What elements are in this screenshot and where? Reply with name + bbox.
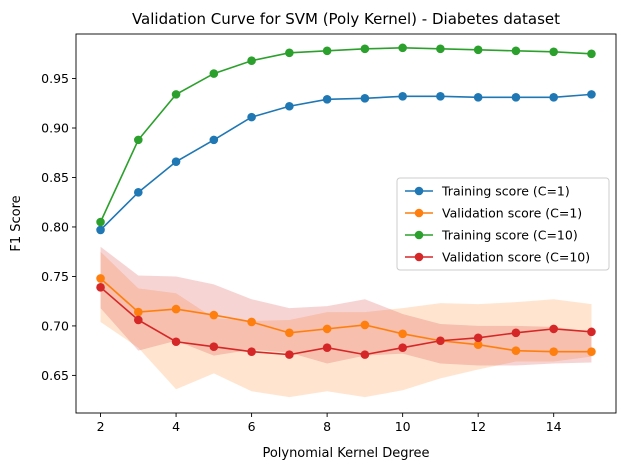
legend-label-2: Training score (C=10) bbox=[441, 228, 578, 243]
point-series-1-8 bbox=[398, 329, 407, 339]
band-series-1 bbox=[100, 251, 592, 398]
point-series-0-6 bbox=[322, 95, 332, 104]
point-series-1-2 bbox=[171, 304, 181, 314]
point-series-1-11 bbox=[511, 346, 521, 355]
legend: Training score (C=1) Validation score (C=… bbox=[396, 177, 610, 271]
chart-title: Validation Curve for SVM (Poly Kernel) -… bbox=[132, 10, 560, 28]
point-series-3-13 bbox=[587, 327, 596, 337]
series-lines bbox=[99, 47, 592, 356]
point-series-1-6 bbox=[322, 324, 332, 334]
point-series-3-7 bbox=[360, 350, 370, 359]
legend-marker-3 bbox=[414, 252, 424, 262]
point-series-2-6 bbox=[322, 46, 332, 56]
point-series-2-13 bbox=[587, 49, 596, 59]
point-series-3-6 bbox=[322, 343, 332, 352]
point-series-0-8 bbox=[398, 92, 407, 101]
x-axis-ticks: 2 4 6 8 10 12 14 bbox=[97, 413, 562, 434]
line-series-3 bbox=[100, 286, 592, 356]
band-series-3 bbox=[100, 246, 592, 366]
point-series-0-1 bbox=[134, 188, 143, 197]
point-series-1-4 bbox=[247, 317, 256, 327]
point-series-0-7 bbox=[360, 94, 370, 103]
x-tick-label-2: 6 bbox=[248, 419, 256, 434]
x-tick-label-6: 14 bbox=[546, 419, 562, 434]
plot-frame bbox=[75, 33, 617, 414]
point-series-3-11 bbox=[511, 328, 521, 338]
legend-marker-0 bbox=[414, 186, 424, 196]
legend-label-0: Training score (C=1) bbox=[441, 184, 570, 199]
point-series-2-3 bbox=[209, 69, 219, 78]
legend-label-1: Validation score (C=1) bbox=[442, 206, 582, 221]
y-tick-label-6: 0.95 bbox=[41, 71, 69, 86]
point-series-0-11 bbox=[511, 93, 521, 102]
line-series-2 bbox=[99, 47, 592, 223]
point-series-1-10 bbox=[473, 340, 483, 350]
x-tick-label-3: 8 bbox=[323, 419, 331, 434]
line-series-0 bbox=[99, 93, 592, 231]
y-axis-label: F1 Score bbox=[9, 195, 24, 251]
x-tick-label-0: 2 bbox=[97, 419, 105, 434]
point-series-0-4 bbox=[247, 112, 256, 122]
x-tick-label-5: 12 bbox=[470, 419, 486, 434]
point-series-2-7 bbox=[360, 44, 370, 54]
y-tick-label-0: 0.65 bbox=[41, 368, 69, 383]
point-series-2-4 bbox=[247, 56, 256, 66]
confidence-bands bbox=[100, 246, 592, 398]
series-markers bbox=[96, 43, 596, 359]
point-series-1-1 bbox=[134, 307, 143, 317]
y-tick-label-3: 0.80 bbox=[41, 219, 69, 234]
point-series-3-8 bbox=[398, 343, 407, 352]
point-series-3-1 bbox=[134, 315, 143, 325]
point-series-2-0 bbox=[96, 217, 105, 227]
point-series-0-9 bbox=[436, 92, 445, 101]
legend-box bbox=[396, 177, 610, 271]
y-tick-label-1: 0.70 bbox=[41, 318, 69, 333]
y-axis-ticks: 0.65 0.70 0.75 0.80 0.85 0.90 0.95 bbox=[41, 71, 76, 383]
point-series-3-3 bbox=[209, 342, 219, 351]
point-series-0-12 bbox=[549, 93, 558, 102]
point-series-0-0 bbox=[96, 225, 105, 235]
point-series-1-5 bbox=[285, 328, 294, 338]
x-tick-label-1: 4 bbox=[172, 419, 180, 434]
point-series-0-5 bbox=[285, 101, 294, 111]
y-tick-label-5: 0.90 bbox=[41, 121, 69, 136]
x-axis-label: Polynomial Kernel Degree bbox=[262, 446, 429, 461]
point-series-2-8 bbox=[398, 43, 407, 53]
legend-marker-1 bbox=[414, 208, 424, 218]
point-series-2-1 bbox=[134, 135, 143, 145]
point-series-1-3 bbox=[209, 310, 219, 320]
point-series-0-2 bbox=[171, 157, 181, 166]
point-series-1-13 bbox=[587, 347, 596, 356]
point-series-2-11 bbox=[511, 46, 521, 56]
point-series-3-0 bbox=[96, 283, 105, 292]
y-tick-label-4: 0.85 bbox=[41, 170, 69, 185]
x-tick-label-4: 10 bbox=[395, 419, 411, 434]
point-series-2-9 bbox=[436, 44, 445, 54]
point-series-2-2 bbox=[171, 90, 181, 99]
point-series-3-5 bbox=[285, 350, 294, 359]
point-series-3-12 bbox=[549, 324, 558, 334]
line-series-1 bbox=[100, 277, 592, 353]
point-series-1-12 bbox=[549, 347, 558, 356]
point-series-0-13 bbox=[587, 90, 596, 99]
point-series-2-12 bbox=[549, 47, 558, 57]
point-series-1-0 bbox=[96, 274, 105, 283]
point-series-3-4 bbox=[247, 347, 256, 356]
point-series-0-3 bbox=[209, 135, 219, 145]
legend-label-3: Validation score (C=10) bbox=[442, 250, 590, 265]
point-series-3-9 bbox=[436, 336, 445, 346]
point-series-3-2 bbox=[171, 337, 181, 347]
point-series-2-5 bbox=[285, 48, 294, 58]
point-series-3-10 bbox=[473, 333, 483, 343]
point-series-1-7 bbox=[360, 320, 370, 330]
point-series-2-10 bbox=[473, 45, 483, 55]
y-tick-label-2: 0.75 bbox=[41, 269, 69, 284]
legend-marker-2 bbox=[414, 230, 424, 240]
point-series-0-10 bbox=[473, 93, 483, 102]
